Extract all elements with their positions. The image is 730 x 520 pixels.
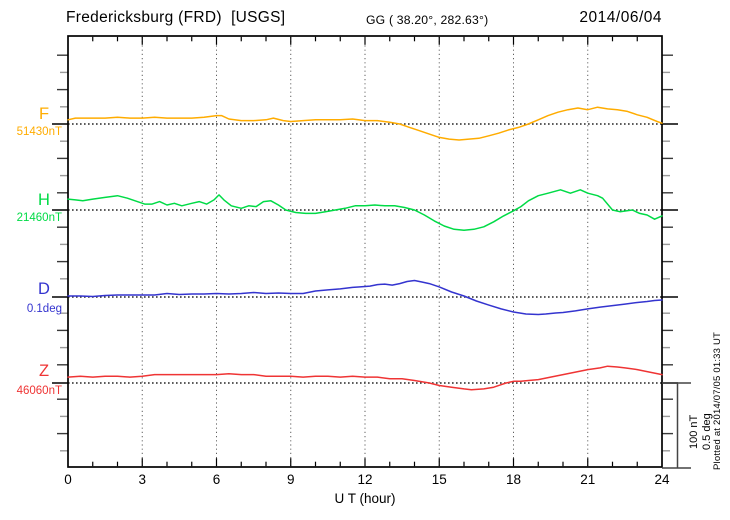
x-axis-tick-label: 3 (138, 472, 146, 487)
trace-baseline-value-z: 46060nT (16, 385, 62, 397)
trace-label-h: H (38, 191, 50, 209)
x-axis-tick-label: 9 (286, 472, 295, 487)
x-axis-tick-label: 12 (357, 472, 373, 487)
trace-baseline-value-f: 51430nT (16, 126, 62, 138)
scale-bar-nt-label: 100 nT (688, 414, 700, 449)
x-axis-title: U T (hour) (334, 491, 396, 506)
trace-baseline-value-h: 21460nT (16, 212, 62, 224)
trace-label-f: F (38, 105, 50, 123)
trace-baseline-value-d: 0.1deg (26, 303, 62, 315)
trace-label-z: Z (38, 362, 50, 380)
z-trace (67, 365, 663, 391)
h-trace (67, 189, 663, 231)
plot-border (67, 35, 663, 468)
d-trace (67, 279, 663, 316)
trace-label-d: D (38, 280, 50, 298)
x-axis-tick-label: 6 (212, 472, 221, 487)
plot-date: 2014/06/04 (579, 9, 662, 26)
x-axis-tick-label: 21 (580, 472, 596, 487)
x-axis-tick-label: 0 (64, 472, 72, 487)
x-axis-tick-label: 15 (431, 472, 447, 487)
plotted-timestamp-note: Plotted at 2014/07/05 01:33 UT (712, 331, 723, 470)
station-title: Fredericksburg (FRD) [USGS] (66, 9, 286, 26)
x-axis-tick-label: 18 (505, 472, 522, 487)
f-trace (67, 106, 663, 141)
x-axis-tick-label: 24 (654, 472, 670, 487)
geographic-coordinates: GG ( 38.20°, 282.63°) (366, 13, 489, 27)
